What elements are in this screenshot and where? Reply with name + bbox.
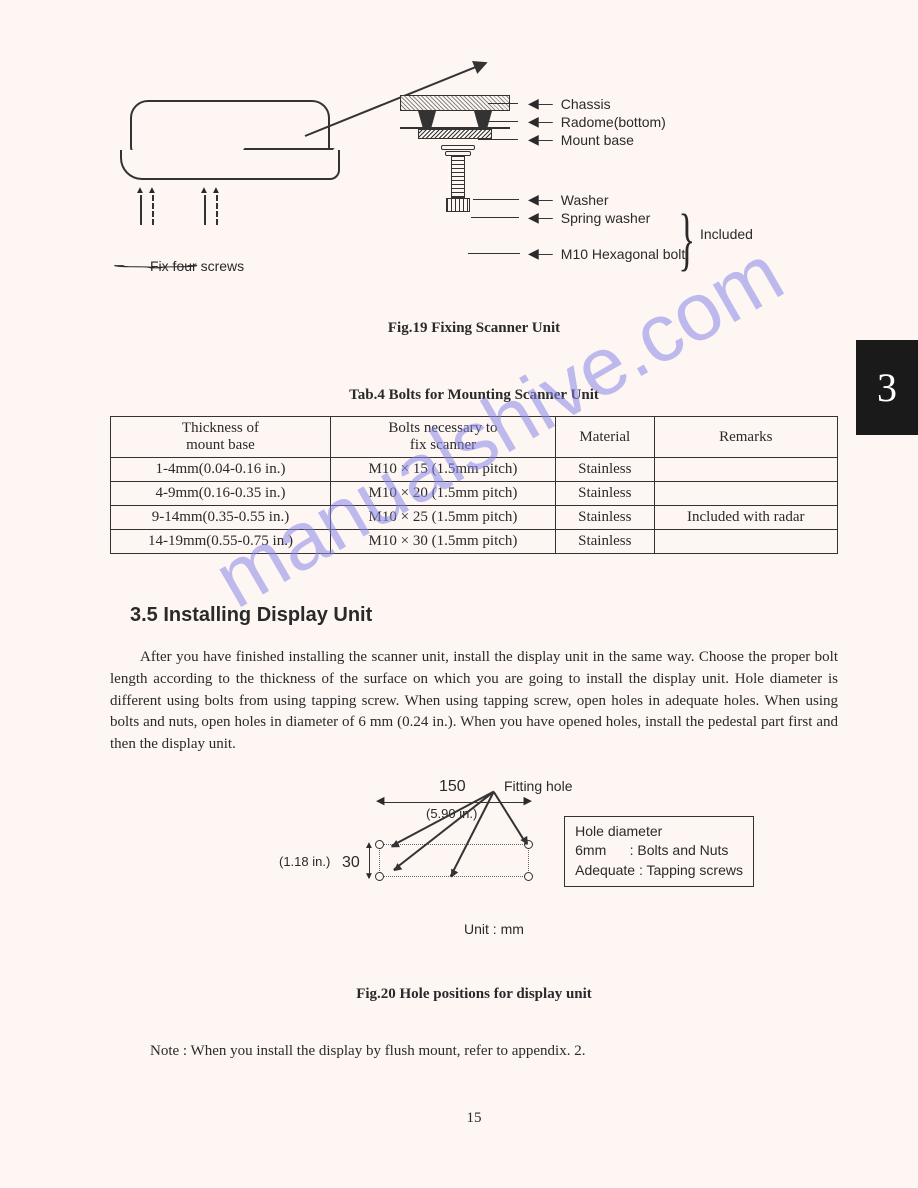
spring-label: Spring washer	[561, 210, 651, 226]
fig19-caption: Fig.19 Fixing Scanner Unit	[110, 320, 838, 337]
figure-19: ⏟ Fix four screws ◀—Chassis ◀—Radome(bot…	[110, 100, 838, 300]
table-row: 4-9mm(0.16-0.35 in.)M10 × 20 (1.5mm pitc…	[111, 482, 838, 506]
th-thickness: Thickness ofmount base	[111, 417, 331, 458]
radome-label: Radome(bottom)	[561, 114, 666, 130]
chassis-label: Chassis	[561, 96, 611, 112]
fitting-hole-label: Fitting hole	[504, 778, 572, 794]
th-material: Material	[556, 417, 655, 458]
th-remarks: Remarks	[654, 417, 837, 458]
chapter-tab: 3	[856, 340, 918, 435]
washer-label: Washer	[561, 192, 609, 208]
table-row: 9-14mm(0.35-0.55 in.)M10 × 25 (1.5mm pit…	[111, 506, 838, 530]
bolt-assembly-drawing	[400, 95, 510, 139]
bolt-label: M10 Hexagonal bolt	[561, 246, 686, 262]
table4-caption: Tab.4 Bolts for Mounting Scanner Unit	[110, 387, 838, 404]
page-number: 15	[110, 1110, 838, 1127]
section-body: After you have finished installing the s…	[110, 647, 838, 756]
bolts-table: Thickness ofmount base Bolts necessary t…	[110, 416, 838, 554]
brace-right-icon: }	[678, 200, 695, 280]
th-bolts: Bolts necessary tofix scanner	[330, 417, 555, 458]
screw-arrows	[140, 195, 218, 225]
section-title: 3.5 Installing Display Unit	[130, 604, 838, 627]
table-row: 14-19mm(0.55-0.75 in.)M10 × 30 (1.5mm pi…	[111, 530, 838, 554]
height-in: (1.18 in.)	[279, 854, 330, 869]
fig20-caption: Fig.20 Hole positions for display unit	[110, 986, 838, 1003]
width-mm: 150	[439, 778, 466, 796]
note-text: Note : When you install the display by f…	[150, 1043, 838, 1060]
hole-diameter-box: Hole diameter 6mm : Bolts and Nuts Adequ…	[564, 816, 754, 887]
table-row: 1-4mm(0.04-0.16 in.)M10 × 15 (1.5mm pitc…	[111, 458, 838, 482]
fix-screws-label: Fix four screws	[150, 258, 244, 274]
included-label: Included	[700, 226, 753, 242]
height-mm: 30	[342, 854, 360, 872]
scanner-dome-drawing	[120, 100, 340, 190]
mountbase-label: Mount base	[561, 132, 634, 148]
figure-20: 150 (5.90 in.) (1.18 in.) 30 Fitting hol…	[194, 786, 754, 966]
unit-label: Unit : mm	[464, 921, 524, 937]
